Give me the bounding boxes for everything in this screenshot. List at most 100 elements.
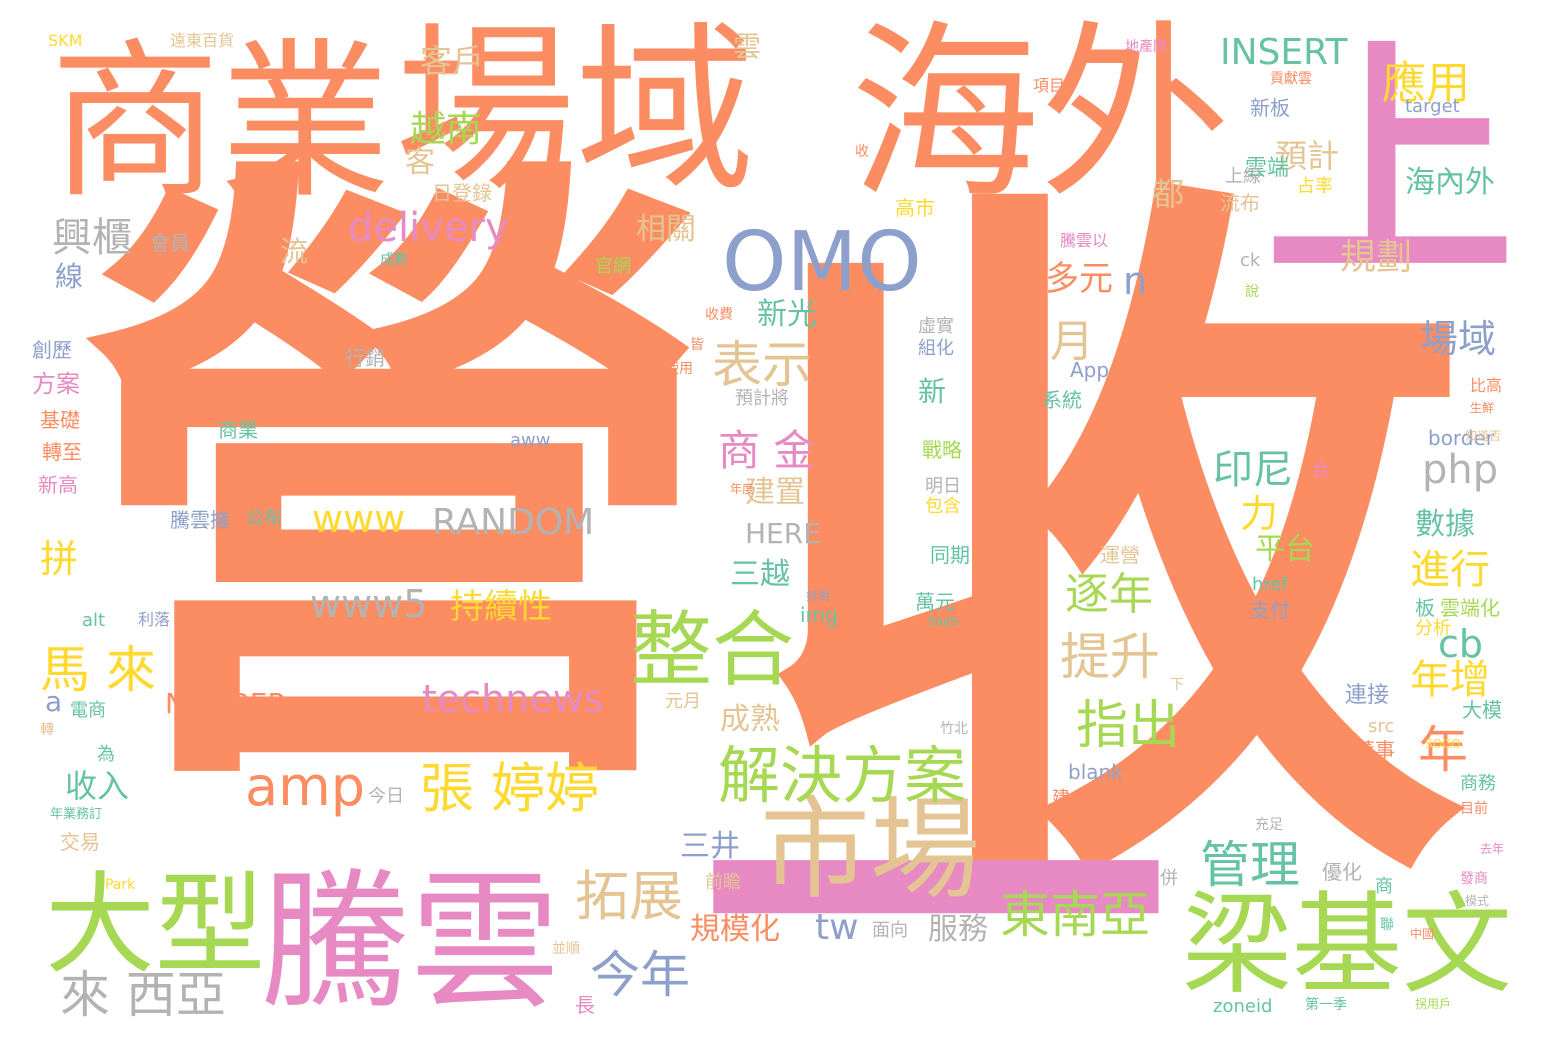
word-youshi: 優勢 (250, 603, 286, 624)
word-dongnanya: 東南亞 (1000, 886, 1150, 944)
word-sogo: SOGO (1425, 737, 1461, 751)
word-xingao: 新高 (38, 473, 78, 497)
word-shouru: 收入 (65, 767, 130, 805)
word-liubu: 流布 (1220, 191, 1260, 215)
word-shuo: 說 (1245, 284, 1259, 300)
word-park: Park (105, 877, 136, 893)
word-zeng: 增 (490, 253, 508, 274)
word-xiangguan: 相關 (636, 212, 696, 247)
word-liluo: 利落 (138, 610, 171, 629)
word-sanyue: 三越 (730, 557, 790, 592)
word-lianjie: 連接 (1345, 683, 1390, 708)
word-img: img (800, 603, 838, 627)
word-php: php (1422, 447, 1499, 493)
word-jiejue: 解決 (718, 739, 843, 812)
word-zoneid: zoneid (1213, 996, 1273, 1017)
word-tengyunyong: 騰雲擁 (170, 508, 230, 532)
word-zhanlue: 戰略 (922, 438, 962, 462)
word-xin: 新 (918, 375, 947, 408)
word-fashang: 發商 (1460, 871, 1488, 887)
word-ck: ck (1240, 250, 1261, 271)
word-yun: 雲 (733, 30, 762, 63)
word-ae7f5990: ae7f5990 (1212, 327, 1393, 371)
word-yunduanhua: 雲端化 (1440, 596, 1500, 620)
word-changyu: 場域 (395, 7, 756, 216)
word-href: href (1252, 574, 1288, 595)
word-zhangtingting: 張 婷婷 (420, 757, 600, 820)
word-chengshu2: 成數 (380, 252, 408, 268)
word-bingshun: 並順 (552, 941, 580, 957)
word-mingri: 明日 (925, 476, 961, 497)
word-tisheng: 提升 (1060, 628, 1160, 686)
word-li: 力 (1240, 492, 1279, 536)
word-shuju: 數據 (1415, 507, 1475, 542)
word-yuji: 預計 (1275, 137, 1340, 175)
word-number: NUMBER (165, 687, 287, 720)
word-xia: 下 (1170, 677, 1184, 693)
word-blank: blank (1068, 760, 1123, 784)
word-xian: 線 (55, 260, 84, 293)
word-xinban: 新板 (1250, 96, 1290, 120)
word-omo: OMO (722, 215, 922, 310)
word-fangan: 方案 (842, 739, 967, 812)
word-liangjiwen: 梁基文 (1182, 881, 1512, 1009)
word-technews: technews (422, 677, 604, 721)
word-yinni: 印尼 (1213, 447, 1293, 493)
word-wei: 為 (97, 744, 115, 765)
word-src: src (1368, 716, 1395, 737)
word-nianzeng: 年增 (1410, 657, 1490, 703)
word-yue: 月 (1050, 316, 1094, 367)
word-shichang: 市場 (760, 786, 980, 914)
word-haineiwai: 海內外 (1405, 165, 1495, 200)
word-tengyunyi: 騰雲以 (1060, 231, 1109, 250)
word-cb: cb (1438, 622, 1484, 666)
word-sanjing: 三井 (680, 829, 740, 864)
word-huiyuan: 會員 (150, 231, 190, 255)
word-chengshu: 成熟 (720, 702, 780, 737)
word-n: n (1123, 259, 1148, 303)
word-biaoshi: 表示 (712, 336, 812, 394)
word-shangye2: 商業 (218, 418, 258, 442)
word-shou: 收 (750, 131, 1470, 969)
word-xingxiao: 行銷 (345, 346, 385, 370)
word-random: RANDOM (432, 502, 595, 543)
word-malai: 馬 來 (40, 641, 156, 699)
word-tengyun: 騰雲 (260, 856, 561, 1030)
word-shangxian: 上線 (1225, 166, 1261, 187)
word-zuhua: 組化 (918, 338, 954, 359)
word-jinri: 今日 (368, 786, 404, 807)
word-diyiji: 第一季 (1305, 997, 1347, 1013)
word-chuangli: 創歷 (32, 338, 72, 362)
word-yuanyue: 元月 (665, 691, 701, 712)
word-yunying: 運營 (1100, 543, 1140, 567)
word-dianshang: 電商 (70, 700, 106, 721)
word-zhanlv: 占率 (1297, 176, 1333, 197)
word-damo: 大模 (1462, 698, 1502, 722)
word-shengxian: 生鮮 (1470, 401, 1495, 415)
word-jichu: 基礎 (40, 408, 80, 432)
word-saas: SaaS (928, 614, 958, 628)
word-qianzhan: 前瞻 (705, 872, 741, 893)
word-mianxiang: 面向 (872, 920, 908, 941)
word-www5: www5 (310, 582, 428, 626)
word-lian: 聯 (1380, 917, 1394, 933)
word-shangye: 商業 (50, 24, 391, 222)
word-liu: 流 (280, 235, 309, 268)
word-tuozhan: 拓展 (575, 865, 683, 928)
word-here: HERE (745, 517, 821, 550)
word-target: target (1405, 96, 1460, 117)
word-bigao: 比高 (1470, 376, 1503, 395)
word-zhidao: 知道否 (1465, 429, 1502, 443)
word-alt: alt (82, 610, 106, 631)
word-zhifu: 支付 (1250, 598, 1290, 622)
word-guaiyonghu: 拐用戶 (1415, 997, 1452, 1011)
word-yuenan: 越南 (410, 109, 483, 150)
word-guimohua: 規模化 (690, 912, 780, 947)
word-kehu: 客戶 (420, 42, 485, 80)
word-nianyewu: 年業務訂 (50, 807, 103, 822)
word-ying: 營 (78, 115, 718, 860)
word-niandu: 年度 (730, 482, 755, 496)
word-ke: 客 (405, 145, 435, 180)
word-yunduan: 雲端 (1245, 156, 1290, 181)
